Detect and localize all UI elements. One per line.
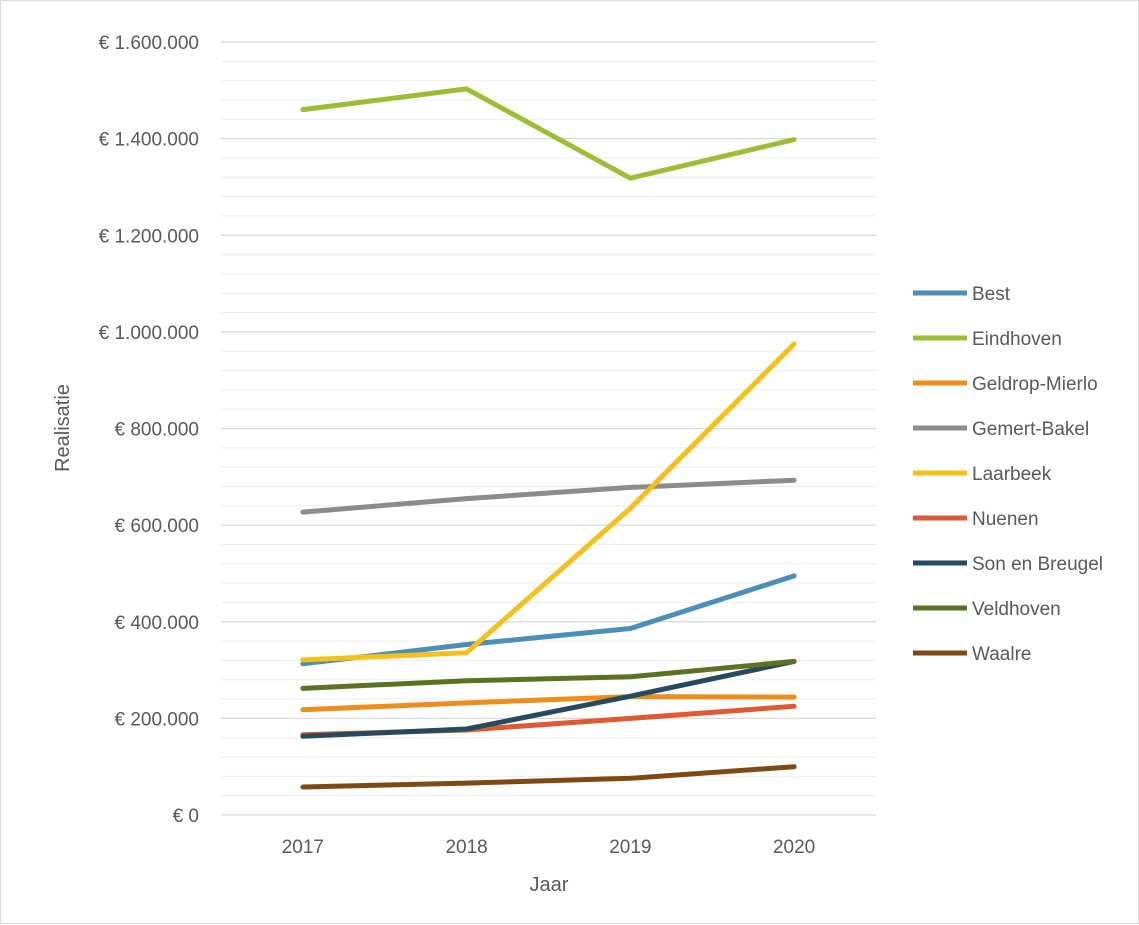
y-tick-label: € 600.000: [114, 516, 199, 537]
x-tick-label: 2017: [282, 837, 324, 858]
series-line-laarbeek: [300, 341, 797, 663]
series-line-waalre: [300, 764, 797, 790]
legend-label-veldhoven: Veldhoven: [972, 599, 1061, 620]
y-tick-label: € 1.400.000: [99, 130, 199, 151]
series-line-veldhoven: [300, 658, 797, 691]
x-tick-label: 2018: [445, 837, 487, 858]
series-line-eindhoven: [300, 86, 797, 181]
series-line-son-en-breugel: [300, 658, 797, 739]
y-tick-label: € 0: [173, 806, 199, 827]
legend-label-gemert-bakel: Gemert-Bakel: [972, 419, 1089, 440]
x-axis-ticks: 2017 2018 2019 2020: [282, 837, 816, 858]
series-lines: [300, 86, 797, 790]
legend-label-son-en-breugel: Son en Breugel: [972, 554, 1103, 575]
series-line-geldrop-mierlo: [300, 694, 797, 713]
legend: Best Eindhoven Geldrop-Mierlo Gemert-Bakel L…: [913, 284, 1103, 665]
legend-label-laarbeek: Laarbeek: [972, 464, 1052, 485]
series-line-gemert-bakel: [300, 477, 797, 515]
series-line-best: [300, 573, 797, 667]
y-axis-ticks: € 0 € 200.000 € 400.000 € 600.000 € 800.000 €…: [99, 33, 199, 827]
x-tick-label: 2019: [609, 837, 651, 858]
legend-label-nuenen: Nuenen: [972, 509, 1039, 530]
y-axis-title: Realisatie: [52, 384, 74, 472]
x-axis-title: Jaar: [530, 874, 569, 896]
y-tick-label: € 1.000.000: [99, 323, 199, 344]
legend-label-eindhoven: Eindhoven: [972, 329, 1062, 350]
y-tick-label: € 200.000: [114, 709, 199, 730]
y-tick-label: € 400.000: [114, 613, 199, 634]
legend-label-geldrop-mierlo: Geldrop-Mierlo: [972, 374, 1098, 395]
legend-label-waalre: Waalre: [972, 644, 1031, 665]
y-tick-label: € 1.600.000: [99, 33, 199, 54]
y-tick-label: € 1.200.000: [99, 226, 199, 247]
x-tick-label: 2020: [773, 837, 815, 858]
legend-label-best: Best: [972, 284, 1011, 305]
y-tick-label: € 800.000: [114, 420, 199, 441]
